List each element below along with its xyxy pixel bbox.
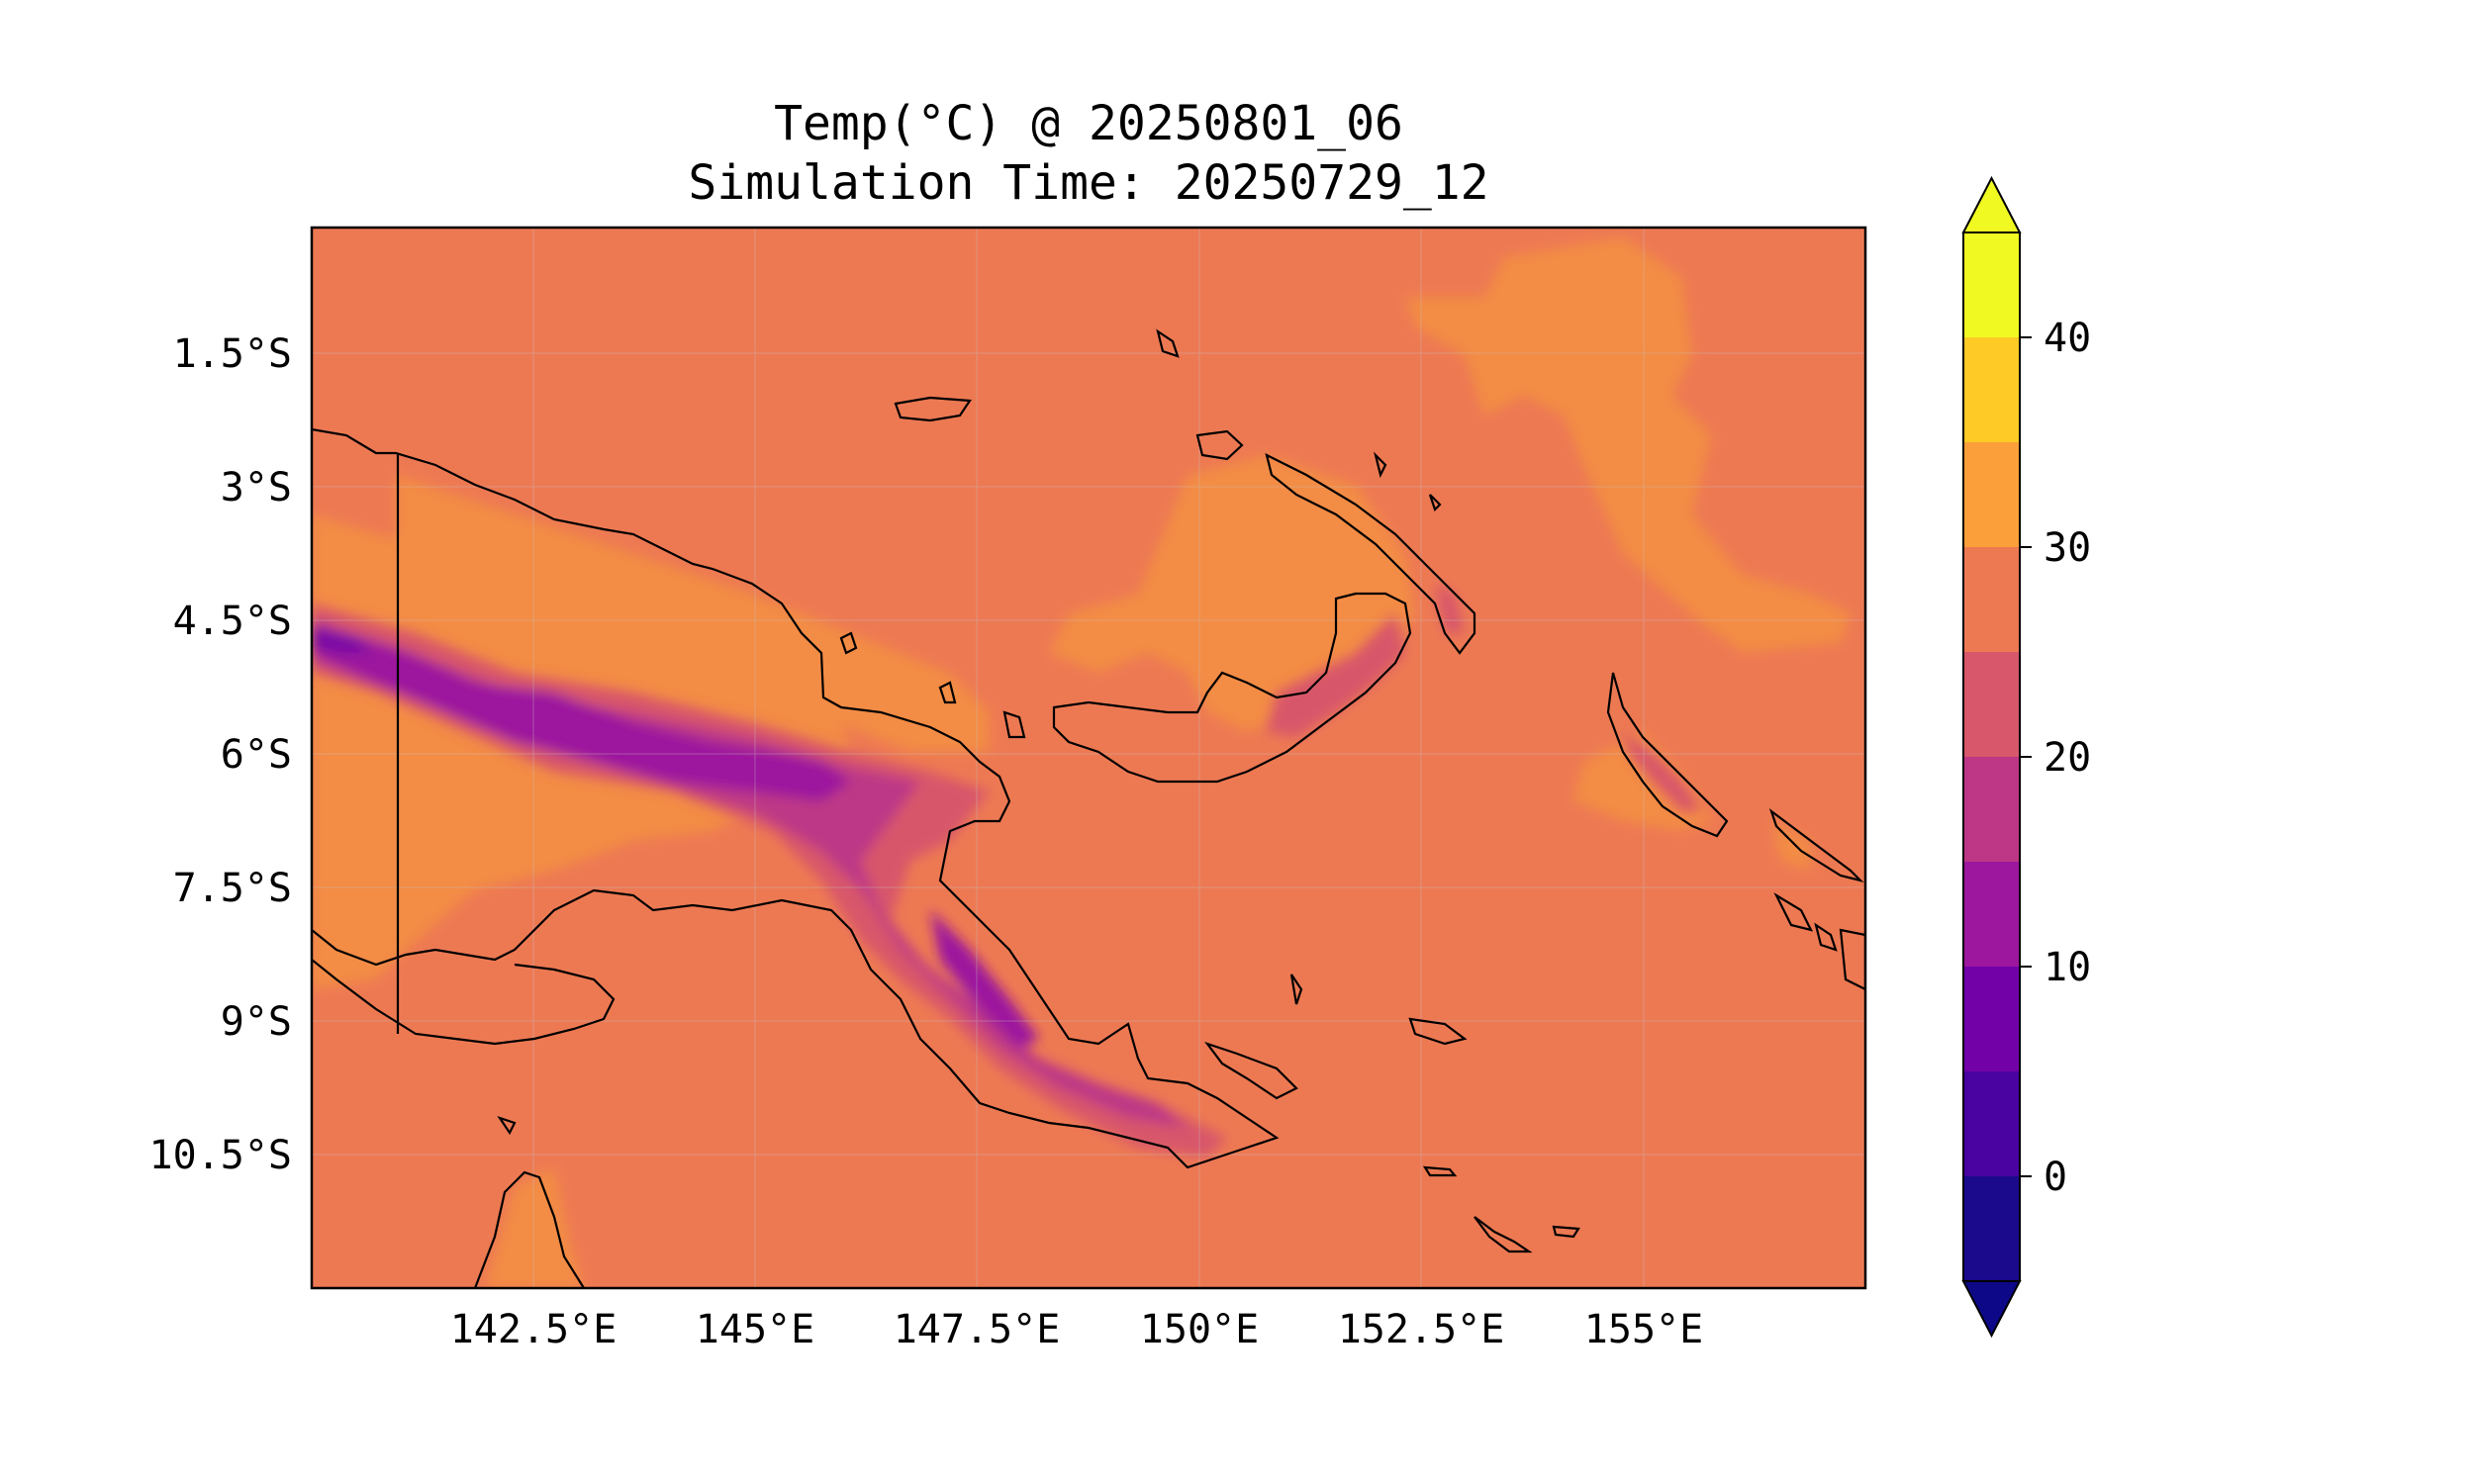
coast-new-britain: [1052, 592, 1412, 784]
warm-zone-northeast: [1405, 237, 1851, 653]
colorbar-segment: [1963, 337, 2020, 442]
y-axis: 1.5°S 3°S 4.5°S 6°S 7.5°S 9°S 10.5°S: [149, 331, 293, 1178]
cool-zone-highlands-15: [312, 618, 1188, 1128]
colorbar-segment: [1963, 967, 2020, 1071]
cool-zone-new-britain: [1267, 613, 1405, 737]
coast-louisiade: [1474, 1216, 1533, 1253]
colorbar-over-extension: [1961, 175, 2022, 233]
colorbar-segment: [1963, 547, 2020, 652]
coast-trobriand: [1408, 1017, 1468, 1046]
coast-bougainville: [1606, 672, 1729, 838]
y-tick-label: 6°S: [221, 732, 292, 778]
x-tick-label: 155°E: [1584, 1307, 1703, 1352]
warm-zone-north-coast: [396, 475, 990, 752]
cool-zones: [312, 584, 1702, 1158]
warm-zone-new-britain: [1049, 455, 1415, 732]
coast-islet-1: [1156, 328, 1180, 358]
x-tick-label: 152.5°E: [1338, 1307, 1505, 1352]
colorbar-tick-label: 0: [2044, 1155, 2067, 1200]
coast-new-hanover: [1195, 429, 1244, 461]
colorbar-segment: [1963, 862, 2020, 967]
gridlines: [312, 228, 1865, 1288]
coast-solomons-2: [1773, 892, 1814, 932]
map-frame: [310, 226, 1867, 1290]
y-tick-label: 3°S: [221, 465, 292, 510]
colorbar-segment: [1963, 232, 2020, 337]
coast-new-ireland: [1265, 452, 1476, 655]
temperature-field: [312, 228, 1865, 1288]
coast-cape-york: [473, 1170, 585, 1288]
colorbar-segment: [1963, 1176, 2020, 1281]
y-tick-label: 9°S: [221, 999, 292, 1045]
coast-solomons-4: [1839, 928, 1865, 991]
x-tick-label: 145°E: [696, 1307, 814, 1352]
x-tick-label: 142.5°E: [450, 1307, 618, 1352]
colorbar: 0 10 20 30 40: [1961, 175, 2091, 1339]
cool-zone-highlands-10b: [930, 910, 1039, 1049]
coast-islet-3: [1428, 494, 1442, 512]
coast-manus: [894, 396, 972, 422]
coast-dentrecasteaux: [1204, 1041, 1298, 1100]
colorbar-segment: [1963, 1071, 2020, 1176]
colorbar-segment: [1963, 442, 2020, 547]
x-axis: 142.5°E 145°E 147.5°E 150°E 152.5°E 155°…: [450, 1307, 1704, 1352]
coast-islet-4: [839, 631, 858, 655]
cool-zone-new-ireland: [1435, 584, 1465, 633]
colorbar-tick-label: 40: [2044, 316, 2091, 361]
coast-new-guinea-north: [312, 427, 1280, 1169]
y-tick-label: 4.5°S: [173, 599, 292, 644]
plot-title: Temp(°C) @ 20250801_06 Simulation Time: …: [312, 94, 1865, 213]
coast-islet-8: [497, 1115, 517, 1136]
colorbar-segment: [1963, 652, 2020, 757]
coast-islet-5: [938, 681, 957, 704]
coastlines: [312, 328, 1865, 1288]
cool-zone-bougainville: [1623, 732, 1702, 811]
warm-zone-solomons: [1771, 821, 1811, 871]
coast-woodlark: [1422, 1165, 1458, 1177]
coast-islet-7: [1289, 974, 1303, 1005]
y-tick-label: 1.5°S: [173, 331, 292, 377]
cool-zone-highlands-5: [312, 628, 371, 653]
colorbar-tick-label: 30: [2044, 525, 2091, 571]
y-tick-label: 10.5°S: [149, 1133, 293, 1178]
title-line-1: Temp(°C) @ 20250801_06: [774, 96, 1403, 151]
colorbar-segment: [1963, 757, 2020, 862]
colorbar-tick-label: 10: [2044, 945, 2091, 990]
coast-rossel: [1552, 1225, 1580, 1239]
y-tick-label: 7.5°S: [173, 866, 292, 911]
coast-islet-6: [1002, 710, 1026, 739]
coast-solomons-1: [1768, 808, 1864, 883]
x-tick-label: 147.5°E: [894, 1307, 1061, 1352]
title-line-2: Simulation Time: 20250729_12: [688, 155, 1489, 211]
cool-zone-highlands-10: [312, 623, 851, 801]
coast-islet-2: [1373, 451, 1387, 479]
x-tick-label: 150°E: [1140, 1307, 1259, 1352]
warm-zone-cape-york: [485, 1167, 584, 1288]
colorbar-under-extension: [1961, 1280, 2022, 1339]
coast-south-gulf: [312, 959, 616, 1046]
coast-solomons-3: [1814, 922, 1838, 952]
colorbar-tick-label: 20: [2044, 735, 2091, 781]
